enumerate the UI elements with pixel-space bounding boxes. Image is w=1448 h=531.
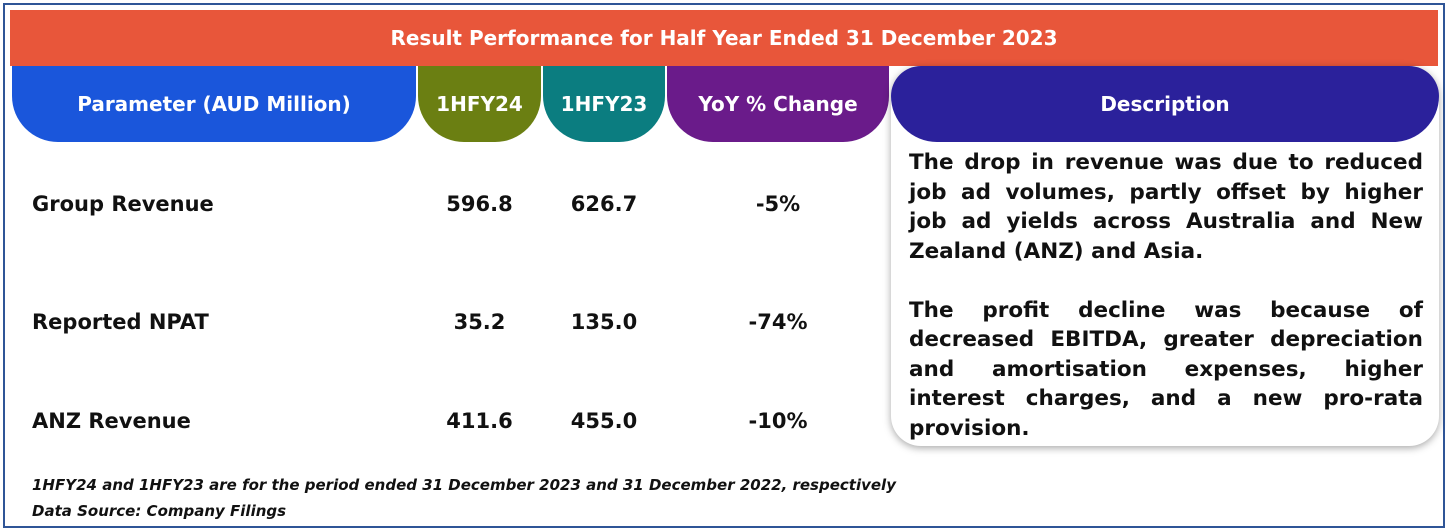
row-label: ANZ Revenue: [32, 401, 191, 441]
row-label: Reported NPAT: [32, 302, 209, 342]
description-card: Description The drop in revenue was due …: [891, 66, 1439, 446]
table-row: Group Revenue 596.8 626.7 -5%: [0, 184, 890, 224]
description-paragraph-revenue: The drop in revenue was due to reduced j…: [909, 148, 1423, 266]
header-description: Description: [891, 66, 1439, 142]
footnote-source: Data Source: Company Filings: [32, 502, 286, 520]
row-label: Group Revenue: [32, 184, 214, 224]
footnote-period: 1HFY24 and 1HFY23 are for the period end…: [32, 476, 896, 494]
table-row: ANZ Revenue 411.6 455.0 -10%: [0, 401, 890, 441]
description-paragraph-profit: The profit decline was because of decrea…: [909, 296, 1423, 444]
header-parameter: Parameter (AUD Million): [12, 66, 416, 142]
header-1hfy23: 1HFY23: [543, 66, 665, 142]
row-value-1hfy24: 35.2: [418, 302, 541, 342]
row-value-1hfy24: 596.8: [418, 184, 541, 224]
row-value-yoy: -10%: [667, 401, 889, 441]
page-title: Result Performance for Half Year Ended 3…: [10, 10, 1438, 66]
header-yoy-change: YoY % Change: [667, 66, 889, 142]
row-value-1hfy23: 455.0: [543, 401, 665, 441]
table-row: Reported NPAT 35.2 135.0 -74%: [0, 302, 890, 342]
description-text: The drop in revenue was due to reduced j…: [909, 148, 1423, 443]
row-value-yoy: -5%: [667, 184, 889, 224]
row-value-1hfy23: 135.0: [543, 302, 665, 342]
row-value-1hfy23: 626.7: [543, 184, 665, 224]
row-value-yoy: -74%: [667, 302, 889, 342]
row-value-1hfy24: 411.6: [418, 401, 541, 441]
header-1hfy24: 1HFY24: [418, 66, 541, 142]
